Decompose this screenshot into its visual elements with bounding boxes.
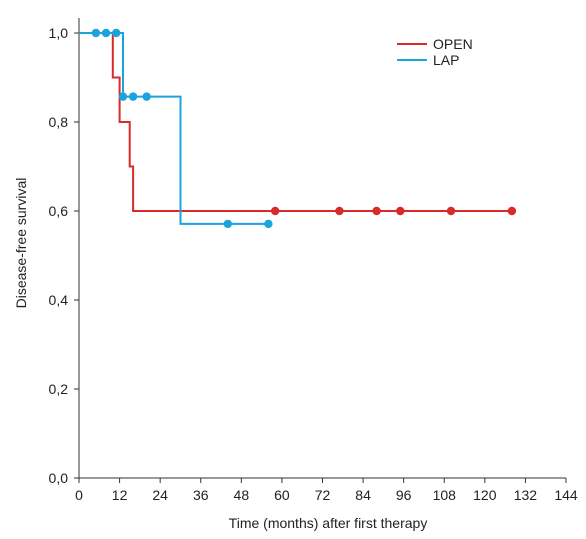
open-censor-marker <box>507 206 517 216</box>
x-tick-label: 84 <box>355 487 371 503</box>
x-tick-label: 144 <box>554 487 578 503</box>
y-axis-ticks: 0,0 0,2 0,4 0,6 0,8 1,0 <box>49 25 79 486</box>
legend-label-lap: LAP <box>433 52 459 68</box>
y-tick-label: 0,2 <box>49 381 69 397</box>
lap-censor-marker <box>128 92 138 101</box>
x-tick-label: 108 <box>433 487 457 503</box>
x-axis-ticks: 0 12 24 36 48 60 72 84 96 108 120 132 144 <box>75 478 578 503</box>
legend-label-open: OPEN <box>433 36 473 52</box>
x-tick-label: 36 <box>193 487 209 503</box>
y-tick-label: 1,0 <box>49 25 69 41</box>
x-tick-label: 12 <box>112 487 128 503</box>
x-tick-label: 24 <box>152 487 168 503</box>
open-censor-marker <box>335 206 344 216</box>
axes <box>78 18 566 479</box>
lap-censor-marker <box>118 92 128 101</box>
lap-survival-line <box>79 32 272 225</box>
y-tick-label: 0,8 <box>49 114 69 130</box>
x-tick-label: 0 <box>75 487 83 503</box>
series-open <box>79 32 517 216</box>
lap-censor-marker <box>91 28 101 38</box>
x-tick-label: 120 <box>473 487 497 503</box>
lap-censor-marker <box>142 92 151 101</box>
x-tick-label: 96 <box>396 487 412 503</box>
open-censor-marker <box>396 206 405 216</box>
y-tick-label: 0,0 <box>49 470 69 486</box>
open-survival-line <box>79 32 512 212</box>
x-tick-label: 60 <box>274 487 290 503</box>
series-layer <box>79 28 517 229</box>
series-lap <box>79 28 273 229</box>
x-tick-label: 72 <box>315 487 331 503</box>
lap-censor-marker <box>264 219 273 229</box>
x-tick-label: 48 <box>234 487 250 503</box>
lap-censor-marker <box>112 28 121 38</box>
lap-censor-marker <box>101 28 111 38</box>
open-censor-marker <box>446 206 456 216</box>
y-tick-label: 0,4 <box>49 292 69 308</box>
x-axis-title: Time (months) after first therapy <box>229 515 428 531</box>
lap-censor-marker <box>223 219 233 229</box>
y-tick-label: 0,6 <box>49 203 69 219</box>
open-censor-marker <box>372 206 381 216</box>
open-censor-marker <box>270 206 280 216</box>
y-axis-title: Disease-free survival <box>13 178 29 309</box>
x-tick-label: 132 <box>514 487 538 503</box>
